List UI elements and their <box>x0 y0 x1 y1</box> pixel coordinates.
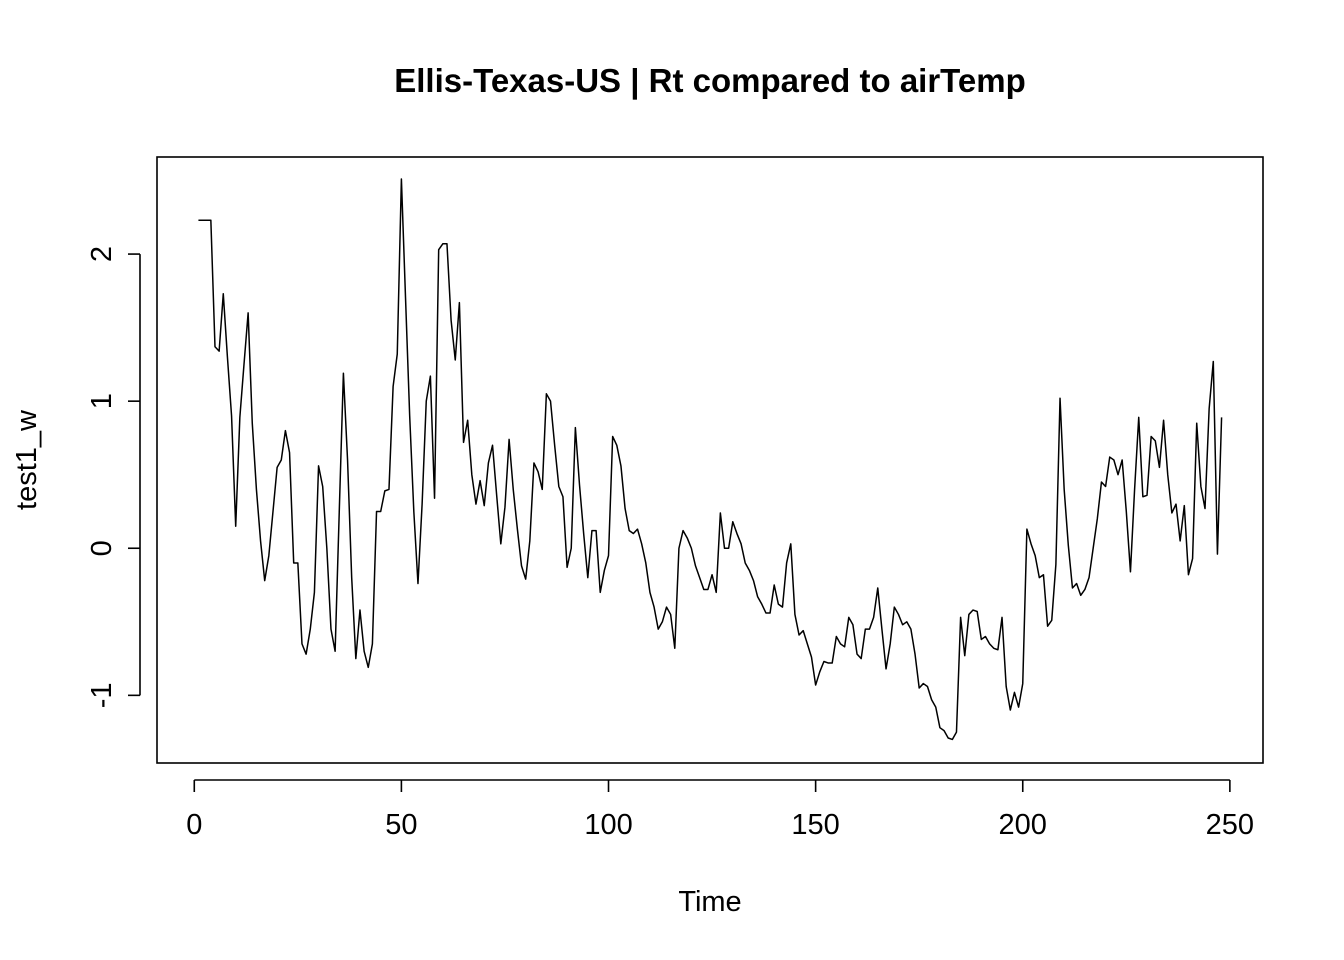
x-tick-label: 250 <box>1206 809 1254 841</box>
y-tick-label: 1 <box>86 393 118 409</box>
y-tick-label: -1 <box>86 682 118 708</box>
plot-area-frame <box>156 156 1264 764</box>
x-tick-label: 100 <box>584 809 632 841</box>
series-line <box>198 178 1223 741</box>
y-axis-label: test1_w <box>11 409 43 510</box>
x-tick-label: 0 <box>186 809 202 841</box>
y-tick-label: 2 <box>86 246 118 262</box>
x-tick-label: 200 <box>999 809 1047 841</box>
y-tick-label: 0 <box>86 540 118 556</box>
y-axis: -1 0 1 2 <box>86 246 141 708</box>
x-tick-label: 150 <box>791 809 839 841</box>
x-tick-label: 50 <box>385 809 417 841</box>
x-axis: 0 50 100 150 200 250 <box>186 779 1254 841</box>
series-layer <box>198 178 1223 741</box>
chart-title: Ellis-Texas-US | Rt compared to airTemp <box>394 62 1026 99</box>
x-axis-label: Time <box>678 886 741 918</box>
